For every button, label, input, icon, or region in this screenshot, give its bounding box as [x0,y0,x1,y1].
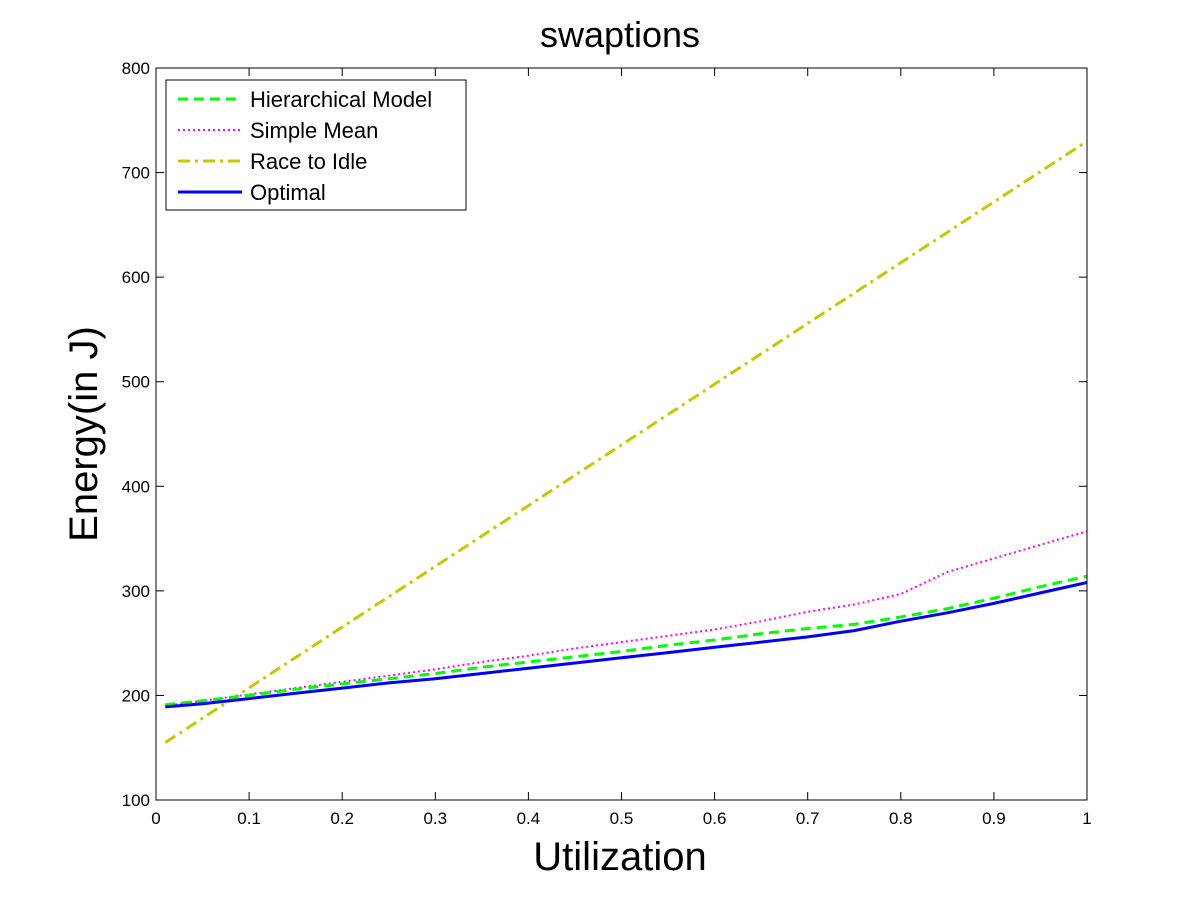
y-tick-label: 300 [122,582,150,601]
x-tick-label: 0.1 [237,809,261,828]
x-tick-label: 0.7 [796,809,820,828]
series-layer [164,139,1088,744]
x-tick-label: 0.2 [330,809,354,828]
x-tick-label: 0.4 [517,809,541,828]
y-tick-label: 200 [122,686,150,705]
x-tick-label: 0 [151,809,160,828]
x-tick-label: 1 [1082,809,1091,828]
y-axis-label: Energy(in J) [62,326,106,542]
series-line-hierarchical-model [165,574,1088,707]
y-tick-label: 400 [122,477,150,496]
y-tick-label: 800 [122,59,150,78]
legend: Hierarchical Model Simple Mean Race to Idl… [165,79,467,211]
legend-label-hierarchical-model: Hierarchical Model [250,87,432,112]
legend-label-race-to-idle: Race to Idle [250,149,367,174]
series-line-optimal [165,581,1088,709]
y-tick-label: 100 [122,791,150,810]
ticks-layer: 0 0.1 0.2 0.3 0.4 0.5 0.6 0.7 0.8 0.9 1 100 200 300 40… [122,59,1092,828]
legend-box [165,79,467,211]
chart-title: swaptions [540,14,700,55]
x-axis-label: Utilization [533,835,706,879]
y-tick-label: 700 [122,164,150,183]
x-tick-label: 0.5 [610,809,634,828]
x-tick-label: 0.8 [889,809,913,828]
y-tick-label: 600 [122,268,150,287]
x-tick-label: 0.3 [423,809,447,828]
series-line-race-to-idle [164,139,1088,744]
series-line-simple-mean [165,530,1088,707]
legend-label-simple-mean: Simple Mean [250,118,378,143]
x-tick-label: 0.6 [703,809,727,828]
legend-label-optimal: Optimal [250,180,326,205]
x-tick-label: 0.9 [982,809,1006,828]
y-tick-label: 500 [122,373,150,392]
